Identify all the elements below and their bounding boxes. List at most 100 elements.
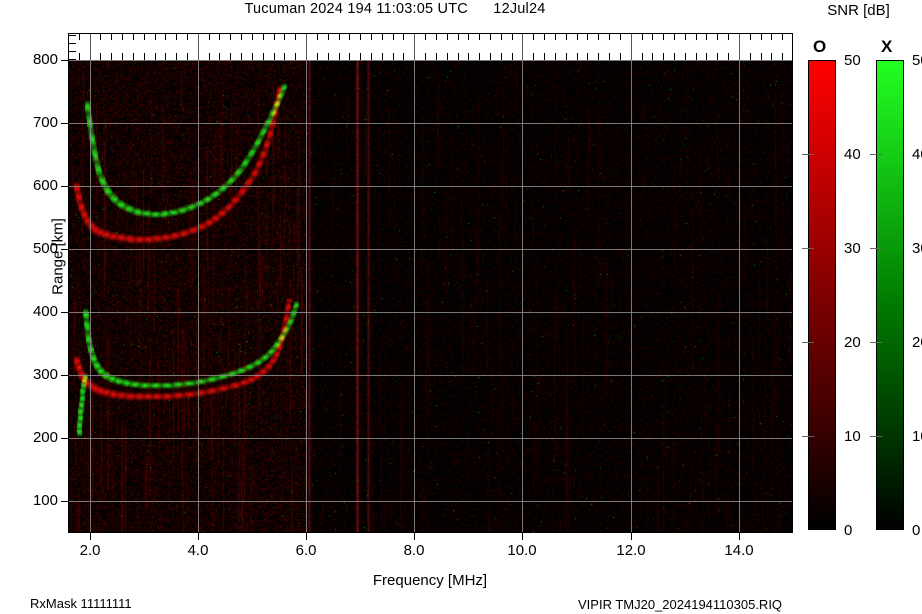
ruler-minor-tick <box>111 33 112 40</box>
ruler-major-tick <box>306 33 307 60</box>
ruler-minor-tick <box>122 53 123 60</box>
y-axis-tick-label: 400 <box>32 303 58 320</box>
ruler-minor-tick <box>328 33 329 40</box>
colorbar-tick <box>807 342 814 343</box>
ruler-minor-tick <box>598 53 599 60</box>
x-axis-tick <box>198 533 199 540</box>
y-axis-tick <box>61 438 68 439</box>
ruler-minor-tick <box>209 33 210 40</box>
ruler-minor-tick <box>771 53 772 60</box>
ruler-minor-tick <box>544 53 545 60</box>
page-title: Tucuman 2024 194 11:03:05 UTC 12Jul24 <box>244 1 546 17</box>
ruler-minor-tick <box>479 53 480 60</box>
ruler-minor-tick <box>209 53 210 60</box>
grid-line-vertical <box>198 60 199 533</box>
ruler-minor-tick <box>176 53 177 60</box>
grid-line-horizontal <box>68 501 793 503</box>
ruler-minor-tick <box>349 53 350 60</box>
ruler-minor-tick <box>501 33 502 40</box>
ruler-minor-tick <box>328 53 329 60</box>
colorbar-tick-label: 30 <box>844 240 861 257</box>
ruler-minor-tick <box>295 33 296 40</box>
colorbar-tick <box>802 342 809 343</box>
ruler-minor-tick <box>382 53 383 60</box>
ruler-minor-tick <box>230 33 231 40</box>
ruler-minor-tick <box>761 53 762 60</box>
ruler-minor-tick <box>425 33 426 40</box>
ionogram-plot-area[interactable] <box>68 33 793 533</box>
x-axis-tick-label: 8.0 <box>403 542 425 559</box>
ruler-minor-tick <box>79 33 80 40</box>
ruler-minor-tick <box>468 33 469 40</box>
colorbar-tick <box>875 342 882 343</box>
ruler-minor-tick <box>533 33 534 40</box>
colorbar-tick <box>802 436 809 437</box>
y-axis-tick <box>61 312 68 313</box>
x-axis-tick <box>631 533 632 540</box>
colorbar-tick-label: 40 <box>844 146 861 163</box>
ruler-minor-tick <box>620 33 621 40</box>
ruler-major-tick <box>90 33 91 60</box>
x-axis-tick-label: 2.0 <box>79 542 101 559</box>
ruler-major-tick <box>631 33 632 60</box>
ruler-minor-tick <box>685 33 686 40</box>
colorbar-tick <box>870 154 877 155</box>
ruler-left-tick <box>68 59 76 60</box>
x-axis-tick-label: 10.0 <box>507 542 537 559</box>
ruler-minor-tick <box>544 33 545 40</box>
colorbar-tick <box>870 342 877 343</box>
ruler-minor-tick <box>479 33 480 40</box>
ruler-minor-tick <box>609 53 610 60</box>
vipir-filename-label: VIPIR TMJ20_2024194110305.RIQ <box>578 597 783 612</box>
colorbar-title: SNR [dB] <box>827 2 890 19</box>
ruler-minor-tick <box>263 33 264 40</box>
ruler-left-tick <box>68 51 76 52</box>
ruler-minor-tick <box>111 53 112 60</box>
ruler-minor-tick <box>512 53 513 60</box>
ruler-minor-tick <box>393 53 394 60</box>
ruler-major-tick <box>198 33 199 60</box>
ruler-minor-tick <box>490 53 491 60</box>
ionogram-canvas <box>68 60 793 533</box>
x-axis-tick-label: 4.0 <box>187 542 209 559</box>
ruler-minor-tick <box>144 33 145 40</box>
ruler-minor-tick <box>274 53 275 60</box>
ruler-minor-tick <box>165 33 166 40</box>
ruler-minor-tick <box>252 33 253 40</box>
ruler-minor-tick <box>447 33 448 40</box>
ruler-minor-tick <box>100 33 101 40</box>
ruler-minor-tick <box>663 53 664 60</box>
ruler-minor-tick <box>750 33 751 40</box>
ruler-minor-tick <box>252 53 253 60</box>
ruler-minor-tick <box>685 53 686 60</box>
ruler-minor-tick <box>577 53 578 60</box>
y-axis-tick-label: 800 <box>32 51 58 68</box>
ruler-minor-tick <box>533 53 534 60</box>
y-axis-tick-label: 500 <box>32 240 58 257</box>
ruler-minor-tick <box>274 33 275 40</box>
ruler-minor-tick <box>360 53 361 60</box>
grid-line-horizontal <box>68 375 793 377</box>
grid-line-horizontal <box>68 249 793 251</box>
colorbar-tick-label: 10 <box>844 428 861 445</box>
colorbar-tick-label: 20 <box>844 334 861 351</box>
ruler-minor-tick <box>241 53 242 60</box>
ruler-minor-tick <box>696 33 697 40</box>
colorbar-o-label: O <box>813 37 827 56</box>
ruler-minor-tick <box>219 33 220 40</box>
colorbar-tick <box>807 436 814 437</box>
ruler-minor-tick <box>652 33 653 40</box>
ruler-minor-tick <box>782 53 783 60</box>
y-axis-tick-label: 200 <box>32 429 58 446</box>
colorbar-o-gradient <box>808 60 836 530</box>
ruler-minor-tick <box>241 33 242 40</box>
y-axis-title: Range [km] <box>49 218 67 295</box>
ruler-minor-tick <box>447 53 448 60</box>
ruler-minor-tick <box>706 53 707 60</box>
ruler-minor-tick <box>674 53 675 60</box>
ruler-minor-tick <box>458 53 459 60</box>
y-axis-tick-label: 100 <box>32 492 58 509</box>
grid-line-vertical <box>306 60 307 533</box>
x-axis-tick <box>522 533 523 540</box>
y-axis-tick-label: 300 <box>32 366 58 383</box>
